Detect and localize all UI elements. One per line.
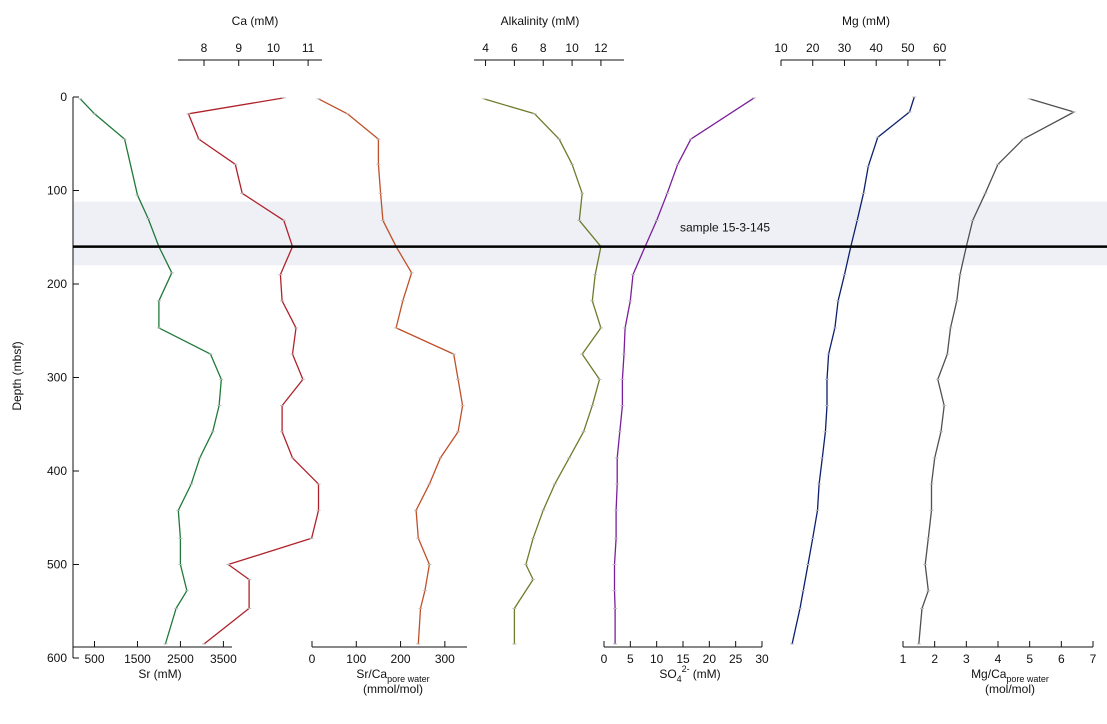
panel-sr: 500 1500 2500 3500 Sr (mM)	[73, 98, 237, 681]
sr-series-line	[79, 98, 222, 645]
mgca-tick-label: 5	[1026, 652, 1033, 666]
ca-tick-label: 10	[267, 41, 281, 55]
mgca-tick-label: 3	[963, 652, 970, 666]
alk-tick-label: 8	[540, 41, 547, 55]
mg-tick-label: 20	[806, 41, 820, 55]
sr-tick-label: 3500	[210, 652, 237, 666]
alk-axis: 4 6 8 10 12	[474, 41, 624, 66]
srca-axis-label: Sr/Capore water (mmol/mol)	[356, 667, 429, 696]
alk-tick-label: 12	[594, 41, 608, 55]
so4-axis-label: SO42- (mM)	[659, 664, 720, 684]
ca-axis: 8 9 10 11	[178, 41, 322, 66]
depth-axis-label: Depth (mbsf)	[10, 341, 24, 410]
mgca-tick-label: 2	[931, 652, 938, 666]
so4-tick-label: 20	[703, 652, 717, 666]
alk-tick-label: 6	[511, 41, 518, 55]
alk-axis-label: Alkalinity (mM)	[501, 14, 580, 28]
depth-tick-label: 600	[47, 651, 67, 665]
so4-tick-label: 5	[627, 652, 634, 666]
ca-series-line	[187, 97, 320, 645]
mg-tick-label: 50	[901, 41, 915, 55]
so4-tick-label: 30	[755, 652, 769, 666]
so4-tick-label: 0	[601, 652, 608, 666]
alk-tick-label: 4	[482, 41, 489, 55]
sr-tick-label: 1500	[124, 652, 151, 666]
mgca-series-line	[918, 98, 1075, 645]
so4-series-line	[613, 97, 755, 644]
so4-axis: 0 5 10 15 20 25 30	[601, 641, 769, 666]
mg-tick-label: 60	[933, 41, 947, 55]
mgca-tick-label: 1	[900, 652, 907, 666]
depth-axis: Depth (mbsf) 0 100 200 300 400 500 600	[10, 90, 79, 665]
mg-tick-label: 30	[838, 41, 852, 55]
panel-ca: 8 9 10 11 Ca (mM)	[178, 14, 322, 645]
panel-so4: 0 5 10 15 20 25 30 SO42- (mM)	[601, 97, 769, 684]
mg-series-line	[791, 96, 915, 645]
depth-tick-label: 400	[47, 464, 67, 478]
mg-axis: 10 20 30 40 50 60	[774, 41, 947, 66]
ca-tick-label: 9	[235, 41, 242, 55]
srca-tick-label: 300	[435, 652, 455, 666]
panel-alk: 4 6 8 10 12 Alkalinity (mM)	[474, 14, 624, 645]
panel-mg: 10 20 30 40 50 60 Mg (mM)	[774, 14, 947, 645]
alk-tick-label: 10	[565, 41, 579, 55]
so4-tick-label: 10	[650, 652, 664, 666]
so4-tick-label: 25	[729, 652, 743, 666]
ca-tick-label: 8	[201, 41, 208, 55]
depth-tick-label: 300	[47, 371, 67, 385]
srca-tick-label: 0	[309, 652, 316, 666]
sample-marker-label: sample 15-3-145	[680, 221, 770, 235]
sr-tick-label: 2500	[167, 652, 194, 666]
mg-tick-label: 10	[774, 41, 788, 55]
alk-series-line	[483, 98, 602, 644]
mgca-axis: 1 2 3 4 5 6 7	[900, 641, 1097, 666]
ca-axis-label: Ca (mM)	[232, 14, 279, 28]
srca-tick-label: 200	[391, 652, 411, 666]
panel-mgca: 1 2 3 4 5 6 7 Mg/Capore water (mol/mol)	[900, 98, 1097, 696]
srca-axis: 0 100 200 300	[309, 641, 467, 666]
srca-tick-label: 100	[346, 652, 366, 666]
mgca-tick-label: 7	[1090, 652, 1097, 666]
mgca-tick-label: 4	[995, 652, 1002, 666]
sr-axis: 500 1500 2500 3500	[73, 641, 237, 666]
so4-tick-label: 15	[676, 652, 690, 666]
srca-series-line	[318, 98, 464, 645]
depth-tick-label: 200	[47, 277, 67, 291]
depth-tick-label: 0	[60, 90, 67, 104]
mgca-axis-label: Mg/Capore water (mol/mol)	[971, 667, 1049, 696]
sr-tick-label: 500	[84, 652, 104, 666]
mg-axis-label: Mg (mM)	[842, 14, 890, 28]
mg-tick-label: 40	[870, 41, 884, 55]
depth-tick-label: 100	[47, 184, 67, 198]
mgca-tick-label: 6	[1058, 652, 1065, 666]
sr-axis-label: Sr (mM)	[138, 667, 181, 681]
depth-tick-label: 500	[47, 558, 67, 572]
ca-tick-label: 11	[302, 41, 315, 55]
panel-srca: 0 100 200 300 Sr/Capore water (mmol/mol)	[309, 98, 467, 696]
